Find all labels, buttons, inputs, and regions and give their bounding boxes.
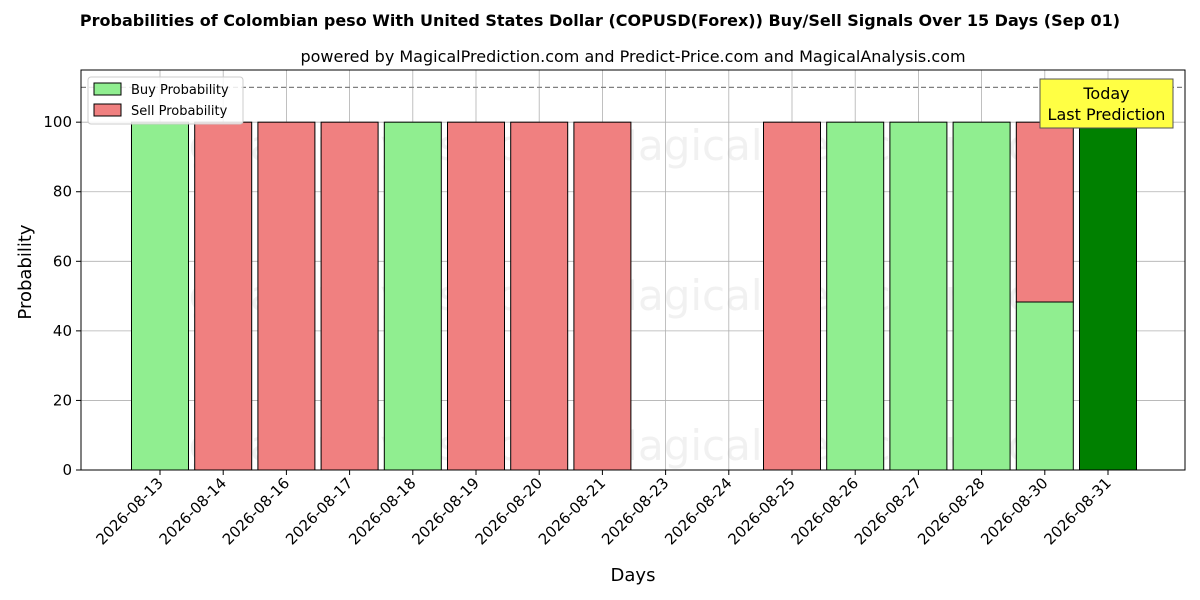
legend-swatch-1 xyxy=(93,103,122,117)
legend-box xyxy=(87,76,244,125)
y-tick-label-0: 0 xyxy=(62,461,72,479)
legend-label-0: Buy Probability xyxy=(131,83,229,98)
y-tick-label-3: 60 xyxy=(53,252,72,270)
x-tick-label-0: 2026-08-13 xyxy=(92,474,166,548)
today-annotation: Today Last Prediction xyxy=(1039,78,1174,129)
legend-swatch-0 xyxy=(93,82,122,96)
buy-bar-2026-08-31 xyxy=(1079,121,1137,471)
sell-bar-2026-08-25 xyxy=(763,121,821,471)
buy-bar-2026-08-26 xyxy=(826,121,885,471)
y-tick-label-2: 40 xyxy=(53,322,72,340)
buy-bar-2026-08-27 xyxy=(889,121,948,471)
x-tick-label-15: 2026-08-31 xyxy=(1040,474,1114,548)
bars xyxy=(131,121,1137,471)
legend-label-1: Sell Probability xyxy=(131,104,228,119)
x-tick-label-1: 2026-08-14 xyxy=(156,474,230,548)
sell-bar-2026-08-30 xyxy=(1015,121,1074,303)
x-tick-label-9: 2026-08-24 xyxy=(661,474,735,548)
x-tick-label-10: 2026-08-25 xyxy=(724,474,798,548)
chart-subtitle: powered by MagicalPrediction.com and Pre… xyxy=(300,47,965,66)
y-axis: 0 20 40 60 80 100 xyxy=(43,113,81,479)
sell-bar-2026-08-19 xyxy=(447,121,505,471)
plot-frame xyxy=(80,69,1186,471)
x-axis-label: Days xyxy=(611,565,656,586)
x-tick-label-6: 2026-08-20 xyxy=(472,474,546,548)
buy-bar-2026-08-13 xyxy=(131,121,189,471)
sell-bar-2026-08-20 xyxy=(510,121,569,471)
x-tick-label-11: 2026-08-26 xyxy=(788,474,862,548)
buy-bar-2026-08-28 xyxy=(952,121,1011,471)
x-tick-label-12: 2026-08-27 xyxy=(851,474,925,548)
buy-bar-2026-08-18 xyxy=(383,121,442,471)
x-tick-label-13: 2026-08-28 xyxy=(914,474,988,548)
x-tick-label-7: 2026-08-21 xyxy=(535,474,609,548)
x-tick-label-4: 2026-08-18 xyxy=(345,474,419,548)
x-tick-label-2: 2026-08-16 xyxy=(219,474,293,548)
x-tick-label-14: 2026-08-30 xyxy=(977,474,1051,548)
y-tick-label-4: 80 xyxy=(53,183,72,201)
sell-bar-2026-08-16 xyxy=(257,121,316,471)
sell-bar-2026-08-14 xyxy=(194,121,253,471)
x-tick-label-3: 2026-08-17 xyxy=(282,474,356,548)
x-tick-label-8: 2026-08-23 xyxy=(598,474,672,548)
sell-bar-2026-08-21 xyxy=(573,121,632,471)
chart-title: Probabilities of Colombian peso With Uni… xyxy=(80,11,1120,30)
sell-bar-2026-08-17 xyxy=(320,121,379,471)
annotation-line-1: Last Prediction xyxy=(1048,105,1166,124)
y-axis-label: Probability xyxy=(15,224,36,319)
annotation-line-0: Today xyxy=(1082,84,1129,103)
x-tick-label-5: 2026-08-19 xyxy=(408,474,482,548)
y-tick-label-5: 100 xyxy=(43,113,72,131)
y-tick-label-1: 20 xyxy=(53,391,72,409)
legend: Buy Probability Sell Probability xyxy=(87,76,244,125)
buy-bar-2026-08-30 xyxy=(1015,301,1074,471)
x-axis: 2026-08-132026-08-142026-08-162026-08-17… xyxy=(92,470,1115,548)
annotation-box xyxy=(1039,78,1174,129)
